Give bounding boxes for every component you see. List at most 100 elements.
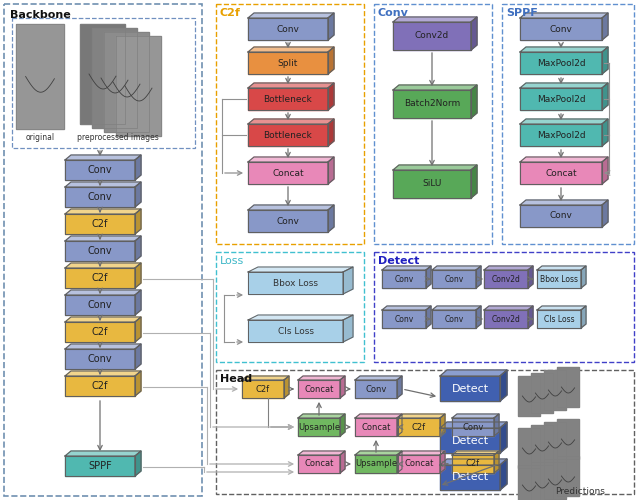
Polygon shape [520,200,608,205]
Text: SPPF: SPPF [88,461,112,471]
Text: SiLU: SiLU [422,180,442,188]
Text: C2f: C2f [466,460,480,468]
Polygon shape [471,85,477,118]
Text: C2f: C2f [220,8,241,18]
Polygon shape [520,18,602,40]
Bar [12,18,195,148]
Polygon shape [440,451,445,473]
Polygon shape [298,380,340,398]
Polygon shape [135,182,141,207]
Polygon shape [484,266,533,270]
Polygon shape [557,367,579,407]
Polygon shape [65,155,141,160]
Text: Concat: Concat [404,460,434,468]
Text: original: original [26,133,54,142]
Polygon shape [65,268,135,288]
Text: Conv: Conv [550,24,572,34]
Text: Concat: Concat [362,422,390,432]
Text: Upsample: Upsample [298,422,340,432]
Polygon shape [355,414,402,418]
Polygon shape [537,306,586,310]
Bar [374,4,492,244]
Polygon shape [248,124,328,146]
Polygon shape [92,28,137,128]
Polygon shape [452,455,494,473]
Text: Concat: Concat [545,168,577,177]
Polygon shape [531,425,553,465]
Text: MaxPool2d: MaxPool2d [537,94,586,104]
Polygon shape [65,290,141,295]
Polygon shape [531,462,553,500]
Polygon shape [484,310,528,328]
Polygon shape [135,209,141,234]
Polygon shape [520,88,602,110]
Polygon shape [440,370,507,376]
Polygon shape [471,165,477,198]
Text: Detect: Detect [451,472,488,482]
Text: Predictions: Predictions [555,487,605,496]
Polygon shape [494,414,499,436]
Polygon shape [440,422,507,428]
Polygon shape [65,241,135,261]
Polygon shape [432,310,476,328]
Polygon shape [500,422,507,453]
Polygon shape [398,455,440,473]
Polygon shape [544,370,566,410]
Polygon shape [484,270,528,288]
Text: Bbox Loss: Bbox Loss [540,274,578,283]
Polygon shape [544,422,566,462]
Polygon shape [248,315,353,320]
Bar [502,4,634,244]
Polygon shape [602,83,608,110]
Text: Conv: Conv [444,274,463,283]
Polygon shape [452,418,494,436]
Text: Detect: Detect [378,256,419,266]
Polygon shape [135,263,141,288]
Text: C2f: C2f [92,381,108,391]
Text: Conv: Conv [378,8,409,18]
Polygon shape [520,13,608,18]
Bar [4,4,202,496]
Polygon shape [537,270,581,288]
Polygon shape [520,124,602,146]
Polygon shape [476,266,481,288]
Polygon shape [65,160,135,180]
Polygon shape [382,306,431,310]
Text: Backbone: Backbone [10,10,71,20]
Polygon shape [65,209,141,214]
Polygon shape [520,157,608,162]
Polygon shape [248,13,334,18]
Polygon shape [355,418,397,436]
Polygon shape [432,270,476,288]
Polygon shape [343,267,353,294]
Polygon shape [328,13,334,40]
Polygon shape [500,459,507,490]
Bar [374,252,634,362]
Polygon shape [65,187,135,207]
Polygon shape [135,290,141,315]
Polygon shape [581,306,586,328]
Polygon shape [65,214,135,234]
Text: Bottleneck: Bottleneck [264,94,312,104]
Bar [216,370,634,494]
Polygon shape [518,428,540,468]
Polygon shape [248,83,334,88]
Text: Conv: Conv [88,354,112,364]
Polygon shape [248,52,328,74]
Polygon shape [135,236,141,261]
Polygon shape [393,17,477,22]
Polygon shape [298,418,340,436]
Text: C2f: C2f [92,273,108,283]
Polygon shape [135,451,141,476]
Polygon shape [397,451,402,473]
Polygon shape [602,13,608,40]
Polygon shape [602,119,608,146]
Text: Cls Loss: Cls Loss [278,326,314,336]
Polygon shape [440,428,500,453]
Polygon shape [298,414,345,418]
Polygon shape [393,22,471,50]
Text: Conv: Conv [88,246,112,256]
Text: Conv: Conv [88,165,112,175]
Text: Conv: Conv [276,216,300,226]
Polygon shape [382,310,426,328]
